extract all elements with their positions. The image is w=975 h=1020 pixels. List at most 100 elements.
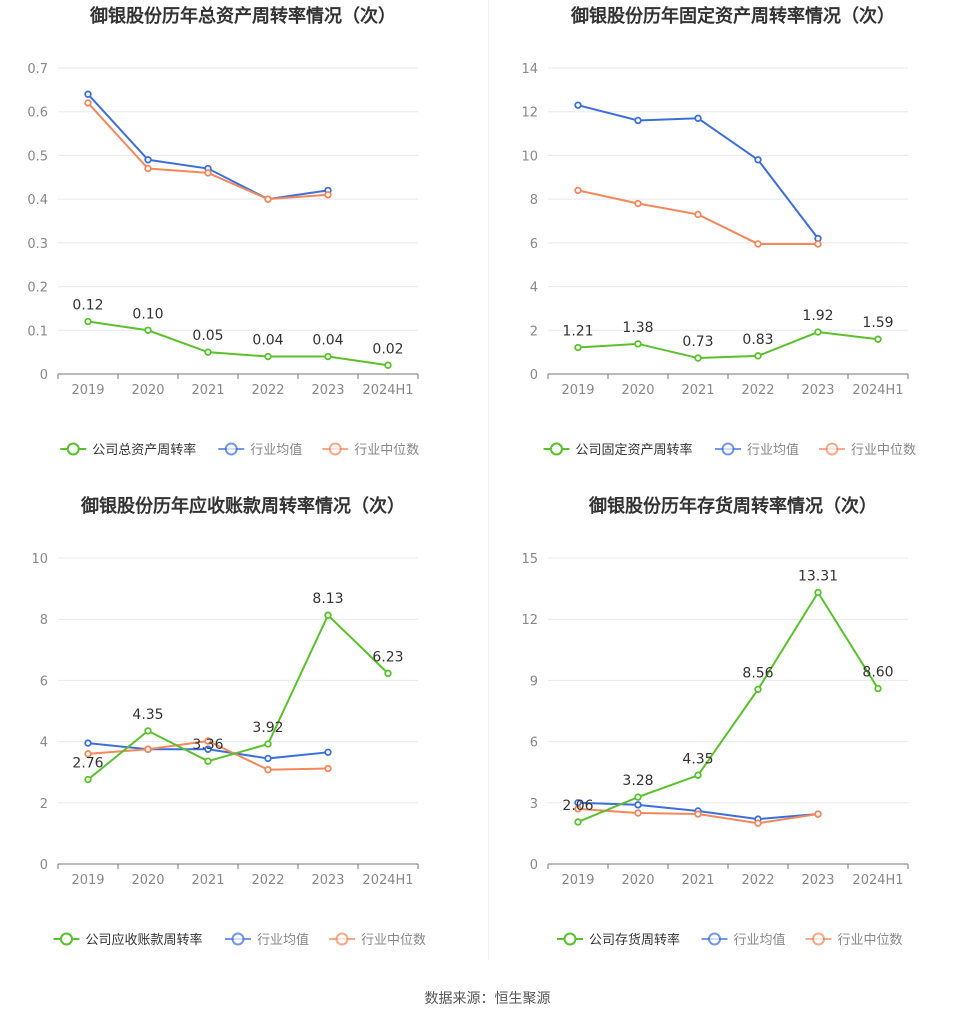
y-tick-label: 0.3 (27, 237, 48, 252)
data-point-company (874, 335, 882, 343)
data-point-industry_avg (694, 114, 702, 122)
series-line-industry_avg (577, 104, 819, 240)
chart-title: 御银股份历年固定资产周转率情况（次） (570, 5, 895, 27)
legend-label: 公司存货周转率 (589, 932, 680, 948)
data-point-industry_median (754, 240, 762, 248)
data-point-industry_median (694, 210, 702, 219)
x-tick-label: 2021 (681, 383, 714, 398)
data-label: 0.05 (192, 328, 223, 344)
legend-item-company: 公司应收账款周转率 (53, 932, 203, 948)
x-tick-label: 2023 (311, 873, 344, 888)
chart-inventory-turnover: 御银股份历年存货周转率情况（次） 0 3 6 9 12 15 2019 2020 2021 2022… (521, 495, 909, 948)
y-tick-label: 0.2 (27, 281, 48, 296)
data-point-company (754, 685, 762, 694)
data-point-industry_median (814, 240, 822, 248)
x-tick-label: 2019 (71, 873, 104, 888)
data-point-company (144, 727, 152, 735)
data-label: 0.12 (72, 298, 103, 314)
data-point-industry_median (634, 809, 642, 817)
data-point-industry_avg (84, 90, 92, 98)
data-label: 1.59 (862, 315, 893, 331)
data-point-company (694, 771, 702, 779)
data-point-industry_avg (84, 739, 92, 747)
data-point-industry_median (324, 764, 332, 773)
data-point-industry_avg (574, 101, 582, 109)
legend-item-industry_median: 行业中位数 (329, 932, 426, 948)
data-point-company (264, 352, 272, 361)
x-tick-label: 2020 (131, 383, 164, 398)
data-point-industry_avg (634, 801, 642, 809)
y-tick-label: 0.5 (27, 149, 48, 164)
data-point-industry_avg (204, 745, 212, 753)
data-label: 0.02 (372, 341, 403, 357)
legend-label: 公司固定资产周转率 (576, 442, 693, 458)
y-tick-label: 9 (530, 674, 538, 689)
chart-title: 御银股份历年应收账款周转率情况（次） (80, 495, 405, 517)
x-tick-label: 2022 (251, 873, 284, 888)
data-label: 4.35 (132, 707, 163, 723)
legend-label: 公司总资产周转率 (92, 442, 196, 458)
x-tick-label: 2023 (801, 873, 834, 888)
series-line-company (577, 590, 879, 823)
y-tick-label: 0.4 (27, 193, 48, 208)
x-tick-label: 2023 (311, 383, 344, 398)
y-tick-label: 3 (530, 797, 538, 812)
data-point-company (814, 328, 822, 336)
data-label: 8.13 (312, 591, 343, 607)
x-tick-label: 2020 (621, 873, 654, 888)
legend-marker-icon (231, 932, 245, 946)
data-point-industry_avg (754, 156, 762, 164)
data-point-company (204, 757, 212, 765)
data-point-industry_median (574, 186, 582, 195)
chart-title: 御银股份历年存货周转率情况（次） (588, 495, 877, 517)
chart-receivables-turnover: 御银股份历年应收账款周转率情况（次） 0 2 4 6 8 10 2019 2020 2021 202… (31, 495, 426, 948)
data-point-company (754, 352, 762, 360)
y-tick-label: 6 (40, 674, 48, 689)
x-tick-label: 2022 (741, 873, 774, 888)
y-tick-label: 6 (530, 736, 538, 751)
data-point-industry_median (264, 766, 272, 774)
data-point-company (694, 354, 702, 362)
y-tick-label: 0 (40, 368, 48, 383)
data-point-industry_median (144, 164, 152, 173)
series-line-company (87, 320, 389, 367)
y-tick-label: 6 (530, 237, 538, 252)
data-point-industry_avg (264, 754, 272, 763)
data-point-company (574, 343, 582, 352)
legend-item-industry_median: 行业中位数 (819, 442, 916, 458)
x-tick-label: 2020 (621, 383, 654, 398)
legend-label: 行业中位数 (361, 933, 426, 948)
y-tick-label: 0 (530, 368, 538, 383)
legend-label: 行业均值 (734, 932, 786, 948)
legend-marker-icon (335, 932, 349, 946)
data-label: 1.21 (562, 324, 593, 340)
legend-marker-icon (60, 932, 73, 946)
y-tick-label: 0.6 (27, 106, 48, 121)
data-label: 3.28 (622, 773, 653, 789)
data-label: 6.23 (372, 649, 403, 665)
legend-marker-icon (66, 442, 80, 456)
x-tick-label: 2021 (191, 873, 224, 888)
data-label: 4.35 (682, 751, 713, 767)
legend-label: 行业均值 (747, 442, 799, 458)
data-point-industry_median (204, 737, 212, 745)
data-point-industry_median (84, 99, 92, 107)
data-point-industry_median (204, 169, 212, 177)
data-point-company (84, 775, 92, 784)
y-tick-label: 0 (40, 858, 48, 873)
y-tick-label: 4 (530, 281, 538, 296)
legend-marker-icon (550, 442, 563, 456)
legend-item-company: 公司固定资产周转率 (543, 442, 693, 458)
data-point-company (384, 669, 392, 678)
y-tick-label: 4 (40, 736, 48, 751)
data-label: 3.36 (192, 737, 223, 753)
data-label: 8.60 (862, 665, 893, 681)
data-point-company (634, 340, 642, 348)
x-tick-label: 2021 (681, 873, 714, 888)
data-point-industry_median (84, 750, 92, 758)
data-point-industry_median (634, 199, 642, 208)
data-point-company (874, 684, 882, 693)
data-label: 0.83 (742, 332, 773, 348)
x-tick-label: 2019 (561, 383, 594, 398)
data-label: 1.92 (802, 308, 833, 324)
